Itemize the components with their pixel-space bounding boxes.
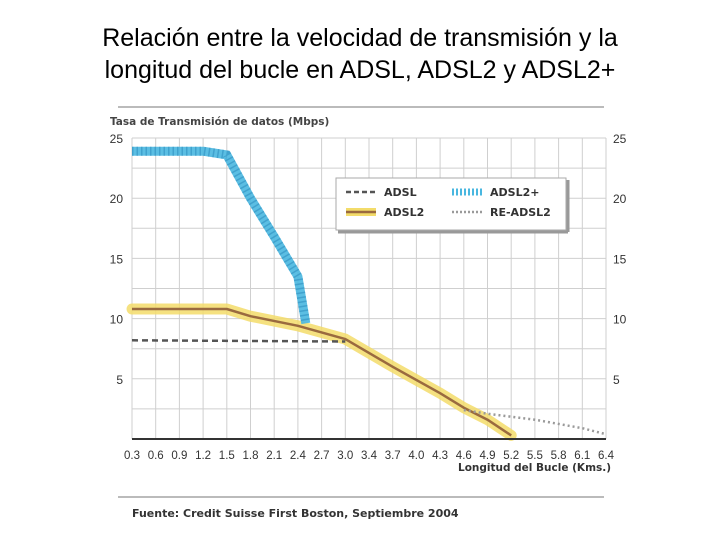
x-tick-label-15: 4.9 xyxy=(480,450,496,462)
legend-box xyxy=(335,177,567,231)
series-adsl2-line xyxy=(132,307,512,437)
series-adsl-line xyxy=(131,339,346,343)
y-tick-label-left-5: 5 xyxy=(116,373,123,387)
x-tick-label-13: 4.3 xyxy=(432,450,448,462)
x-tick-label-11: 3.7 xyxy=(385,450,401,462)
chart-legend: ADSL ADSL2+ ADSL2 RE-ADSL2 xyxy=(335,177,570,234)
y-tick-label-right-15: 15 xyxy=(613,252,627,266)
x-tick-label-5: 1.8 xyxy=(243,450,259,462)
x-tick-label-18: 5.8 xyxy=(551,450,567,462)
x-axis-label: Longitud del Bucle (Kms.) xyxy=(458,462,611,474)
legend-label-adsl2: ADSL2 xyxy=(384,206,424,219)
x-tick-label-19: 6.1 xyxy=(574,450,590,462)
x-tick-label-16: 5.2 xyxy=(503,450,519,462)
y-tick-label-left-15: 15 xyxy=(110,252,124,266)
x-tick-label-17: 5.5 xyxy=(527,450,543,462)
series-adsl2plus-line xyxy=(132,146,311,325)
x-tick-label-9: 3.0 xyxy=(337,450,353,462)
legend-label-re-adsl2: RE-ADSL2 xyxy=(490,206,551,219)
x-tick-label-0: 0.3 xyxy=(124,450,140,462)
x-tick-label-3: 1.2 xyxy=(195,450,211,462)
y-tick-label-right-5: 5 xyxy=(613,373,620,387)
series-adsl2plus-dots xyxy=(132,146,311,325)
x-tick-label-4: 1.5 xyxy=(219,450,235,462)
x-tick-label-14: 4.6 xyxy=(456,450,472,462)
slide-title-line-1: Relación entre la velocidad de transmisi… xyxy=(102,24,618,52)
y-tick-label-left-25: 25 xyxy=(110,132,124,146)
chart-axes: 5 5 10 10 15 15 20 20 25 25 0.3 0.6 0.9 1.2 1.5 1.8 2.1 2… xyxy=(110,132,627,462)
x-tick-label-2: 0.9 xyxy=(171,450,187,462)
chart-series xyxy=(126,146,607,441)
x-tick-label-12: 4.0 xyxy=(408,450,424,462)
x-tick-label-7: 2.4 xyxy=(290,450,307,462)
slide-title-line-2: longitud del bucle en ADSL, ADSL2 y ADSL… xyxy=(104,56,616,84)
y-axis-label: Tasa de Transmisión de datos (Mbps) xyxy=(110,116,329,128)
y-tick-label-right-20: 20 xyxy=(613,192,627,206)
y-tick-label-left-20: 20 xyxy=(110,192,124,206)
x-tick-label-8: 2.7 xyxy=(314,450,330,462)
legend-label-adsl: ADSL xyxy=(384,186,417,199)
y-tick-label-right-25: 25 xyxy=(613,132,627,146)
x-tick-label-1: 0.6 xyxy=(148,450,164,462)
y-tick-label-left-10: 10 xyxy=(110,313,124,327)
x-tick-label-10: 3.4 xyxy=(361,450,378,462)
x-tick-label-20: 6.4 xyxy=(598,450,615,462)
y-tick-label-right-10: 10 xyxy=(613,313,627,327)
legend-label-adsl2plus: ADSL2+ xyxy=(490,186,539,199)
slide-title: Relación entre la velocidad de transmisi… xyxy=(0,22,720,86)
series-re-adsl2-line xyxy=(463,408,607,436)
x-tick-label-6: 2.1 xyxy=(266,450,282,462)
chart-source: Fuente: Credit Suisse First Boston, Sept… xyxy=(132,507,459,520)
